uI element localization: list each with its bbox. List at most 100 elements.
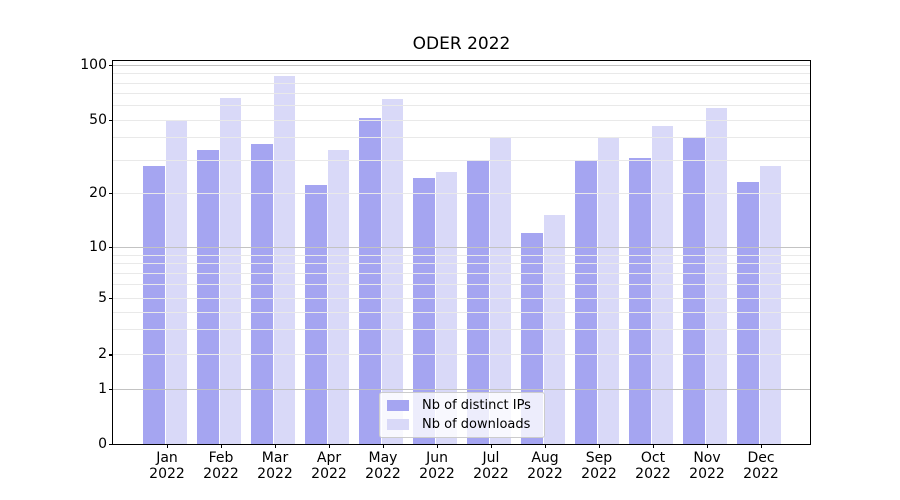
x-tick-mark [275, 444, 277, 448]
bar-jun-downloads [436, 171, 457, 444]
minor-gridline [113, 297, 810, 299]
x-tick-year: 2022 [473, 466, 509, 482]
bar-dec-downloads [760, 165, 781, 444]
x-tick-year: 2022 [743, 466, 779, 482]
x-tick-month: Oct [640, 450, 666, 466]
x-tick-label: Sep 2022 [559, 450, 639, 482]
x-tick-year: 2022 [527, 466, 563, 482]
bar-oct-ips [629, 157, 651, 444]
x-tick-label: Apr 2022 [289, 450, 369, 482]
bar-sep-ips [575, 160, 597, 444]
y-tick-label: 5 [98, 289, 107, 306]
minor-gridline [113, 311, 810, 313]
bar-apr-ips [305, 185, 327, 444]
x-tick-year: 2022 [203, 466, 239, 482]
x-tick-label: Nov 2022 [667, 450, 747, 482]
x-tick-label: Oct 2022 [613, 450, 693, 482]
bar-mar-ips [251, 143, 273, 444]
x-tick-year: 2022 [365, 466, 401, 482]
x-tick-label: Jan 2022 [127, 450, 207, 482]
minor-gridline [113, 192, 810, 194]
legend: Nb of distinct IPs Nb of downloads [379, 392, 545, 438]
x-tick-month: Dec [747, 450, 775, 466]
y-tick-label: 0 [98, 436, 107, 452]
bar-may-downloads [382, 98, 403, 444]
bar-nov-ips [683, 137, 705, 444]
bar-jan-ips [143, 165, 165, 444]
legend-label: Nb of downloads [422, 417, 531, 432]
bar-jul-downloads [490, 137, 511, 444]
x-tick-mark [437, 444, 439, 448]
x-tick-month: Jun [426, 450, 448, 466]
minor-gridline [113, 354, 810, 356]
y-tick-mark [109, 444, 113, 446]
x-tick-label: Aug 2022 [505, 450, 585, 482]
major-gridline [113, 246, 810, 248]
x-tick-mark [545, 444, 547, 448]
y-tick-mark [109, 65, 113, 67]
bar-apr-downloads [328, 150, 349, 444]
x-tick-mark [599, 444, 601, 448]
x-tick-mark [653, 444, 655, 448]
y-tick-mark [109, 388, 113, 391]
x-tick-mark [383, 444, 385, 448]
y-tick-mark [109, 246, 113, 248]
x-tick-mark [221, 444, 223, 448]
x-tick-year: 2022 [635, 466, 671, 482]
chart-title: ODER 2022 [412, 34, 511, 54]
x-tick-year: 2022 [311, 466, 347, 482]
bar-jun-ips [413, 178, 435, 444]
y-tick-label: 100 [80, 57, 107, 73]
major-gridline [113, 65, 810, 66]
minor-gridline [113, 82, 810, 84]
bar-feb-ips [197, 150, 219, 444]
x-tick-year: 2022 [581, 466, 617, 482]
x-tick-mark [761, 444, 763, 448]
bar-mar-downloads [274, 76, 295, 444]
x-tick-year: 2022 [257, 466, 293, 482]
y-tick-mark [109, 192, 113, 194]
x-tick-year: 2022 [149, 466, 185, 482]
minor-gridline [113, 329, 810, 331]
minor-gridline [113, 263, 810, 265]
x-tick-month: Nov [693, 450, 721, 466]
y-tick-mark [109, 119, 113, 121]
y-tick-label: 50 [89, 111, 107, 128]
x-tick-month: Mar [261, 450, 289, 466]
minor-gridline [113, 93, 810, 95]
y-tick-label: 20 [89, 184, 107, 201]
legend-swatch-downloads [387, 419, 409, 430]
x-tick-label: Jul 2022 [451, 450, 531, 482]
bar-dec-ips [737, 181, 759, 444]
minor-gridline [113, 137, 810, 139]
minor-gridline [113, 160, 810, 162]
x-tick-label: Dec 2022 [721, 450, 801, 482]
x-tick-year: 2022 [689, 466, 725, 482]
x-tick-label: Jun 2022 [397, 450, 477, 482]
minor-gridline [113, 284, 810, 286]
legend-swatch-distinct-ips [387, 400, 409, 411]
bar-jul-ips [467, 160, 489, 444]
y-tick-label: 1 [98, 380, 107, 397]
legend-entry-downloads: Nb of downloads [380, 417, 544, 432]
y-tick-mark [109, 354, 113, 356]
x-tick-label: May 2022 [343, 450, 423, 482]
minor-gridline [113, 119, 810, 121]
minor-gridline [113, 273, 810, 274]
x-tick-year: 2022 [419, 466, 455, 482]
x-tick-mark [707, 444, 709, 448]
x-tick-month: Jul [482, 450, 500, 466]
y-tick-label: 2 [98, 346, 107, 363]
x-tick-mark [167, 444, 169, 448]
plot-area [113, 61, 810, 444]
x-tick-month: Feb [208, 450, 234, 466]
x-tick-month: Apr [316, 450, 342, 466]
bar-nov-downloads [706, 107, 727, 444]
legend-label: Nb of distinct IPs [422, 398, 531, 413]
x-tick-label: Mar 2022 [235, 450, 315, 482]
legend-entry-distinct-ips: Nb of distinct IPs [380, 398, 544, 413]
bar-feb-downloads [220, 97, 241, 444]
minor-gridline [113, 254, 810, 256]
y-tick-label: 10 [89, 238, 107, 255]
